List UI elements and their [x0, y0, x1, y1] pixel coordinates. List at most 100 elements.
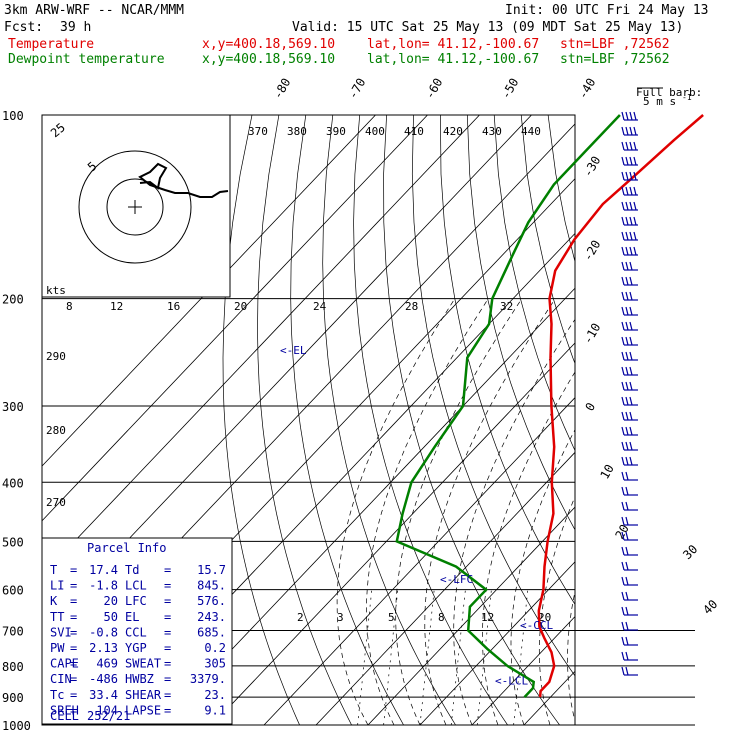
wind-barb-flag [625, 396, 629, 406]
wind-barb-flag [621, 486, 625, 496]
parcel-info-cell: 33.4 [89, 688, 118, 702]
wind-barb-flag [625, 216, 629, 226]
dewpoint-legend: Dewpoint temperature [8, 52, 165, 67]
wind-barb-flag [621, 456, 625, 466]
parcel-info-cell: 845. [197, 579, 226, 593]
pressure-label: 1000 [2, 719, 31, 733]
wind-barb-flag [629, 246, 633, 256]
parcel-info-cell: = [164, 579, 171, 593]
wind-barb-flag [633, 141, 637, 151]
parcel-info-box [41, 537, 233, 725]
parcel-info-cell: CCL [125, 625, 147, 639]
parcel-info-cell: HWBZ [125, 672, 154, 686]
wind-barb-flag [625, 336, 629, 346]
isotherm-label: 40 [700, 597, 720, 617]
level-marker: <-CCL [520, 619, 553, 632]
wind-barb-flag [625, 531, 629, 541]
wind-barb-flag [625, 606, 629, 616]
wind-barb-flag [633, 171, 637, 181]
wind-barb-flag [625, 411, 629, 421]
parcel-info-cell: T [50, 563, 57, 577]
pressure-label: 100 [2, 109, 24, 123]
wind-barb-flag [633, 111, 637, 121]
isotherm-line [315, 451, 575, 725]
wind-barb-flag [625, 666, 629, 676]
dry-adiabat [411, 115, 575, 677]
mixing-ratio-label: 2 [297, 611, 304, 624]
isotherm-label: 30 [680, 542, 700, 562]
wind-barb-flag [621, 261, 625, 271]
isotherm-line [211, 342, 575, 725]
parcel-info-cell: = [70, 657, 77, 671]
wind-barb-flag [625, 576, 629, 586]
wind-barb-flag [621, 126, 625, 136]
isotherm-label: -30 [580, 154, 603, 180]
isotherm-label: -20 [580, 238, 603, 264]
wind-barb-flag [625, 246, 629, 256]
wind-barb-flag [625, 381, 629, 391]
parcel-info-cell: -1.8 [89, 579, 118, 593]
wind-barb-flag [629, 231, 633, 241]
wind-barb-flag [629, 111, 633, 121]
isotherm-label: -70 [345, 76, 368, 102]
parcel-info-cell: = [164, 703, 171, 717]
isotherm-label: 10 [597, 462, 616, 482]
pressure-label: 600 [2, 584, 24, 598]
theta-label: 290 [46, 350, 66, 363]
wind-barb-flag [621, 276, 625, 286]
valid-time: Valid: 15 UTC Sat 25 May 13 (09 MDT Sat … [292, 20, 683, 35]
mixing-ratio-line [383, 589, 399, 725]
wind-barb-flag [629, 276, 633, 286]
wind-barb-flag [633, 246, 637, 256]
temperature-legend: Temperature [8, 37, 94, 52]
dewpoint-profile [395, 114, 621, 698]
mixing-ratio-labels: 2 3 5 8 12 20 [297, 611, 551, 624]
parcel-info-cell: 469 [96, 657, 118, 671]
forecast-label: Fcst: [4, 20, 43, 35]
model-title: 3km ARW-WRF -- NCAR/MMM [4, 3, 184, 18]
parcel-info-cell: PW [50, 641, 65, 655]
barb-legend-value: 5 m s [643, 95, 676, 108]
isotherm-label: 0 [582, 400, 598, 413]
mixing-ratio-label: 5 [388, 611, 395, 624]
wind-barb-flag [621, 336, 625, 346]
hodograph-inset: 25 5 kts [41, 114, 231, 298]
wind-barb-flag [625, 366, 629, 376]
wind-barb-flag [625, 636, 629, 646]
wind-barb-flag [629, 171, 633, 181]
dry-adiabat [683, 115, 740, 725]
theta-label: 270 [46, 496, 66, 509]
wind-barb-flag [629, 441, 633, 451]
dry-adiabat [520, 115, 575, 365]
parcel-info-cell: = [70, 641, 77, 655]
moist-adiabat [567, 589, 575, 723]
wind-barb-flag [629, 396, 633, 406]
mixing-ratio-line [476, 589, 492, 725]
pressure-label: 900 [2, 691, 24, 705]
isotherm-label: -60 [422, 76, 445, 102]
hodograph-trace [138, 162, 229, 198]
parcel-info-cell: 576. [197, 594, 226, 608]
theta-labels: 370 380 390 400 410 420 430 440 290 280 270 [46, 125, 541, 509]
wind-barb-flag [629, 411, 633, 421]
isotherm-line [263, 397, 575, 725]
wind-barb-flag [629, 366, 633, 376]
parcel-info-cell: Tc [50, 688, 64, 702]
parcel-info-cell: CIN [50, 672, 72, 686]
wind-barb-flag [621, 561, 625, 571]
pressure-axis-labels: 100 200 300 400 500 600 700 800 900 1000 [2, 109, 31, 733]
parcel-info-cell: = [70, 625, 77, 639]
wind-barb-flag [625, 471, 629, 481]
wind-barb-flag [621, 516, 625, 526]
wind-barb-flag [621, 216, 625, 226]
wind-barb-flag [625, 141, 629, 151]
init-time: Init: 00 UTC Fri 24 May 13 [505, 3, 709, 18]
wind-barb-flag [633, 216, 637, 226]
wind-barb-flag [633, 126, 637, 136]
parcel-info-cell: = [164, 641, 171, 655]
wind-barb-flag [625, 186, 629, 196]
wind-barb-flag [625, 561, 629, 571]
level-marker: <-LFC [440, 573, 473, 586]
wind-barb-flag [625, 171, 629, 181]
wind-barb-flag [629, 291, 633, 301]
